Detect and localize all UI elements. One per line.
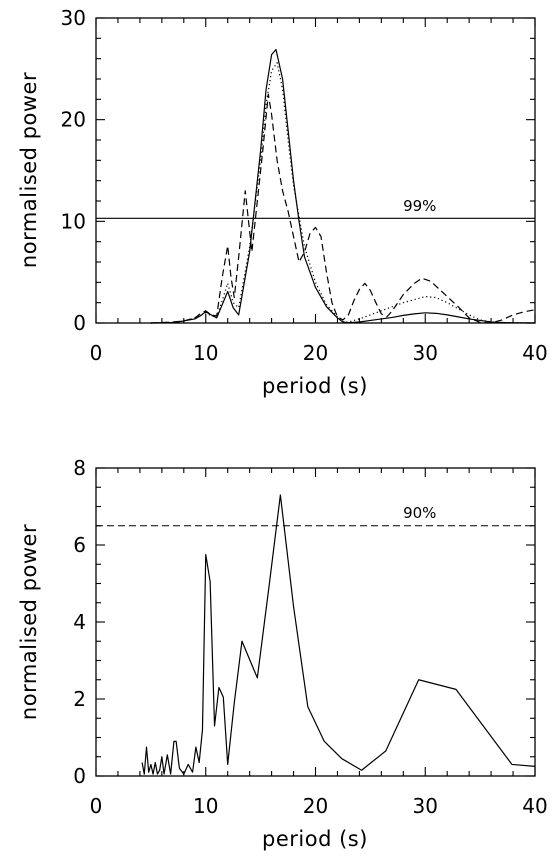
bottom-x-tick-labels: 0 10 20 30 40 (90, 794, 548, 818)
top-x-tick-label: 40 (522, 341, 547, 365)
bottom-chart-panel: 0 10 20 30 40 0 2 4 6 8 period (s) norma… (17, 456, 548, 851)
top-x-tick-label: 30 (413, 341, 438, 365)
bottom-y-tick-label: 2 (73, 687, 86, 711)
top-x-tick-label: 10 (193, 341, 218, 365)
top-y-tick-label: 20 (61, 108, 86, 132)
top-x-tick-label: 20 (303, 341, 328, 365)
top-chart-panel: 0 10 20 30 40 0 10 20 30 period (s) norm… (17, 6, 548, 398)
bottom-plot-frame (95, 467, 536, 777)
bottom-axis-ticks (95, 467, 536, 777)
top-plot-frame (95, 17, 536, 324)
top-annotation-99: 99% (403, 197, 436, 215)
bottom-x-axis-label: period (s) (262, 827, 368, 851)
bottom-y-tick-label: 6 (73, 533, 86, 557)
top-axis-ticks (95, 17, 536, 324)
top-y-axis-label: normalised power (17, 72, 41, 268)
bottom-y-tick-labels: 0 2 4 6 8 (73, 456, 86, 788)
top-y-tick-label: 30 (61, 6, 86, 30)
bottom-annotation-90: 90% (403, 504, 436, 522)
bottom-x-tick-label: 30 (413, 794, 438, 818)
bottom-y-axis-label: normalised power (17, 524, 41, 720)
top-series-dotted (150, 62, 536, 324)
top-y-tick-labels: 0 10 20 30 (61, 6, 86, 335)
top-y-tick-label: 0 (73, 311, 86, 335)
bottom-x-tick-label: 0 (90, 794, 103, 818)
bottom-x-tick-label: 10 (193, 794, 218, 818)
bottom-x-tick-label: 20 (303, 794, 328, 818)
bottom-y-tick-label: 8 (73, 456, 86, 480)
top-series-layer (150, 48, 536, 324)
bottom-series-solid (141, 494, 536, 775)
top-y-tick-label: 10 (61, 209, 86, 233)
bottom-series-layer (141, 494, 536, 775)
top-x-axis-label: period (s) (262, 374, 368, 398)
bottom-x-tick-label: 40 (522, 794, 547, 818)
top-x-tick-labels: 0 10 20 30 40 (90, 341, 548, 365)
bottom-y-tick-label: 4 (73, 610, 86, 634)
top-series-solid (150, 48, 536, 324)
top-series-dashed (150, 93, 536, 324)
top-x-tick-label: 0 (90, 341, 103, 365)
bottom-y-tick-label: 0 (73, 764, 86, 788)
